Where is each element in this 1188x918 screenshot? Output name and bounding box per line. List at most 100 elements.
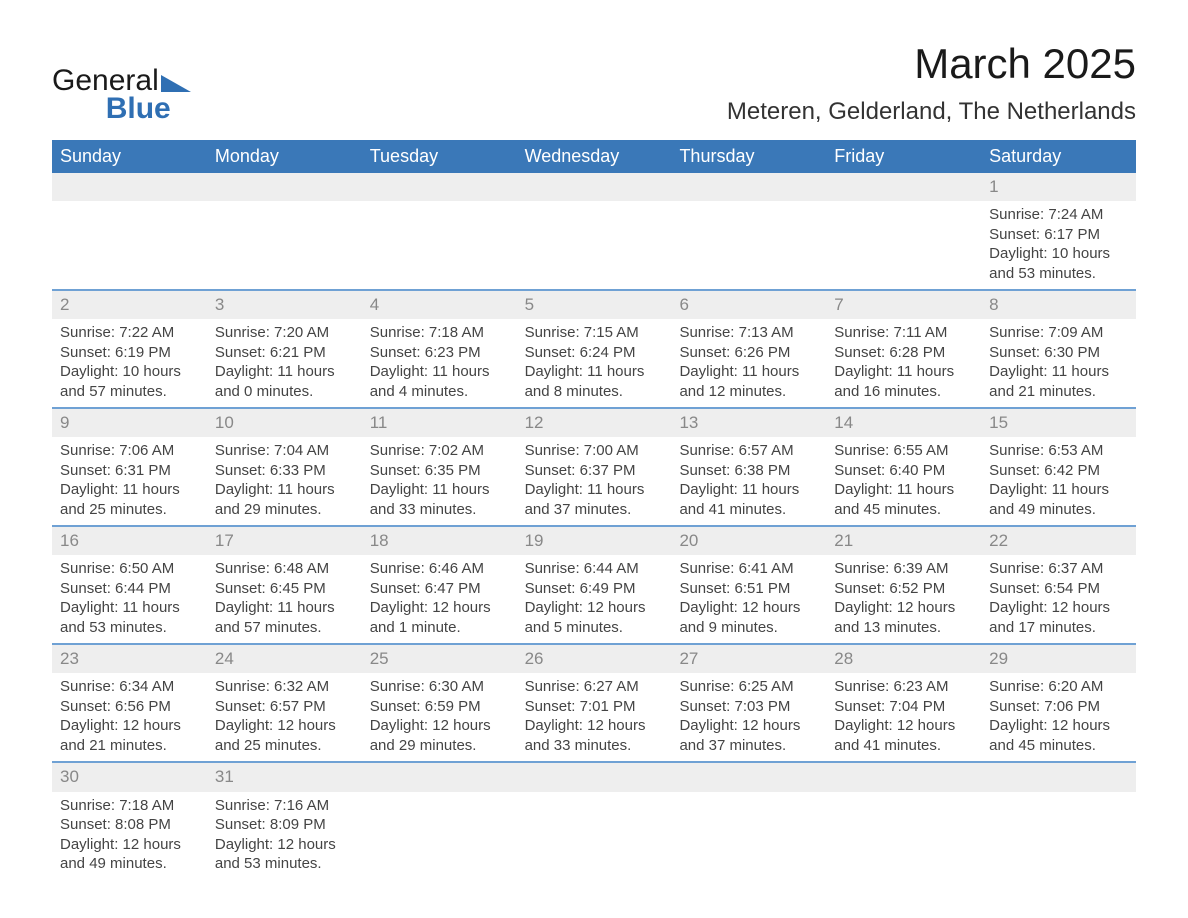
- daylight-text: Daylight: 11 hours and 8 minutes.: [525, 362, 664, 401]
- daylight-text: Daylight: 11 hours and 37 minutes.: [525, 480, 664, 519]
- sunset-text: Sunset: 6:19 PM: [60, 343, 199, 363]
- calendar-cell: 7Sunrise: 7:11 AMSunset: 6:28 PMDaylight…: [826, 291, 981, 407]
- sunrise-text: Sunrise: 7:22 AM: [60, 323, 199, 343]
- calendar-cell: 18Sunrise: 6:46 AMSunset: 6:47 PMDayligh…: [362, 527, 517, 643]
- calendar-cell: 6Sunrise: 7:13 AMSunset: 6:26 PMDaylight…: [671, 291, 826, 407]
- day-number: 10: [207, 409, 362, 437]
- daylight-text: Daylight: 11 hours and 25 minutes.: [60, 480, 199, 519]
- sunset-text: Sunset: 8:08 PM: [60, 815, 199, 835]
- calendar-cell: 4Sunrise: 7:18 AMSunset: 6:23 PMDaylight…: [362, 291, 517, 407]
- sunset-text: Sunset: 6:35 PM: [370, 461, 509, 481]
- daylight-text: Daylight: 10 hours and 53 minutes.: [989, 244, 1128, 283]
- day-header-cell: Saturday: [981, 140, 1136, 173]
- calendar-cell: 16 Sunrise: 6:50 AMSunset: 6:44 PMDayligh…: [52, 527, 207, 643]
- sunrise-text: Sunrise: 7:24 AM: [989, 205, 1128, 225]
- day-number: 2: [52, 291, 207, 319]
- sunset-text: Sunset: 7:01 PM: [525, 697, 664, 717]
- sunrise-text: Sunrise: 7:18 AM: [60, 796, 199, 816]
- calendar-cell-empty: [362, 763, 517, 879]
- week-row: 16Sunrise: 6:50 AMSunset: 6:44 PMDayligh…: [52, 527, 1136, 645]
- calendar-cell-empty: [517, 763, 672, 879]
- daylight-text: Daylight: 11 hours and 33 minutes.: [370, 480, 509, 519]
- calendar-cell: 21Sunrise: 6:39 AMSunset: 6:52 PMDayligh…: [826, 527, 981, 643]
- sunrise-text: Sunrise: 7:04 AM: [215, 441, 354, 461]
- day-number: 9: [52, 409, 207, 437]
- title-block: March 2025 Meteren, Gelderland, The Neth…: [727, 40, 1136, 126]
- day-number: 8: [981, 291, 1136, 319]
- sunset-text: Sunset: 6:45 PM: [215, 579, 354, 599]
- daylight-text: Daylight: 12 hours and 17 minutes.: [989, 598, 1128, 637]
- day-number: 14: [826, 409, 981, 437]
- sunset-text: Sunset: 8:09 PM: [215, 815, 354, 835]
- month-title: March 2025: [727, 40, 1136, 88]
- daylight-text: Daylight: 11 hours and 29 minutes.: [215, 480, 354, 519]
- sunrise-text: Sunrise: 6:34 AM: [60, 677, 199, 697]
- day-number: [981, 763, 1136, 791]
- sunset-text: Sunset: 6:44 PM: [60, 579, 199, 599]
- day-number: [671, 763, 826, 791]
- day-number: 5: [517, 291, 672, 319]
- week-row: 23Sunrise: 6:34 AMSunset: 6:56 PMDayligh…: [52, 645, 1136, 763]
- sunrise-text: Sunrise: 6:39 AM: [834, 559, 973, 579]
- day-header-cell: Thursday: [671, 140, 826, 173]
- daylight-text: Daylight: 11 hours and 4 minutes.: [370, 362, 509, 401]
- sunrise-text: Sunrise: 7:15 AM: [525, 323, 664, 343]
- day-number: 18: [362, 527, 517, 555]
- weeks-container: 1Sunrise: 7:24 AMSunset: 6:17 PMDaylight…: [52, 173, 1136, 880]
- daylight-text: Daylight: 12 hours and 5 minutes.: [525, 598, 664, 637]
- sunrise-text: Sunrise: 7:11 AM: [834, 323, 973, 343]
- calendar-cell: 3Sunrise: 7:20 AMSunset: 6:21 PMDaylight…: [207, 291, 362, 407]
- calendar-cell-empty: [826, 763, 981, 879]
- day-number: 4: [362, 291, 517, 319]
- daylight-text: Daylight: 12 hours and 45 minutes.: [989, 716, 1128, 755]
- sunrise-text: Sunrise: 7:20 AM: [215, 323, 354, 343]
- day-number: 16: [52, 527, 207, 555]
- day-number: [362, 173, 517, 201]
- calendar-cell: 15Sunrise: 6:53 AMSunset: 6:42 PMDayligh…: [981, 409, 1136, 525]
- calendar-cell: 2Sunrise: 7:22 AMSunset: 6:19 PMDaylight…: [52, 291, 207, 407]
- sunset-text: Sunset: 7:06 PM: [989, 697, 1128, 717]
- week-row: 9Sunrise: 7:06 AMSunset: 6:31 PMDaylight…: [52, 409, 1136, 527]
- sunset-text: Sunset: 7:03 PM: [679, 697, 818, 717]
- daylight-text: Daylight: 12 hours and 13 minutes.: [834, 598, 973, 637]
- sunset-text: Sunset: 6:21 PM: [215, 343, 354, 363]
- sunset-text: Sunset: 6:24 PM: [525, 343, 664, 363]
- calendar-cell: 10Sunrise: 7:04 AMSunset: 6:33 PMDayligh…: [207, 409, 362, 525]
- sunrise-text: Sunrise: 6:50 AM: [60, 559, 199, 579]
- day-number: 24: [207, 645, 362, 673]
- sunset-text: Sunset: 6:31 PM: [60, 461, 199, 481]
- calendar-cell: 17Sunrise: 6:48 AMSunset: 6:45 PMDayligh…: [207, 527, 362, 643]
- location-text: Meteren, Gelderland, The Netherlands: [727, 98, 1136, 126]
- calendar-cell-empty: [52, 173, 207, 289]
- day-header-cell: Friday: [826, 140, 981, 173]
- sunset-text: Sunset: 6:54 PM: [989, 579, 1128, 599]
- week-row: 30Sunrise: 7:18 AMSunset: 8:08 PMDayligh…: [52, 763, 1136, 879]
- calendar-cell: 14Sunrise: 6:55 AMSunset: 6:40 PMDayligh…: [826, 409, 981, 525]
- sunset-text: Sunset: 6:37 PM: [525, 461, 664, 481]
- calendar-cell: 23Sunrise: 6:34 AMSunset: 6:56 PMDayligh…: [52, 645, 207, 761]
- calendar-cell: 24Sunrise: 6:32 AMSunset: 6:57 PMDayligh…: [207, 645, 362, 761]
- day-number: [671, 173, 826, 201]
- calendar-cell-empty: [981, 763, 1136, 879]
- calendar-cell: 19Sunrise: 6:44 AMSunset: 6:49 PMDayligh…: [517, 527, 672, 643]
- calendar: SundayMondayTuesdayWednesdayThursdayFrid…: [52, 140, 1136, 880]
- sunset-text: Sunset: 6:52 PM: [834, 579, 973, 599]
- daylight-text: Daylight: 11 hours and 16 minutes.: [834, 362, 973, 401]
- calendar-cell: 1Sunrise: 7:24 AMSunset: 6:17 PMDaylight…: [981, 173, 1136, 289]
- sunset-text: Sunset: 6:17 PM: [989, 225, 1128, 245]
- day-number: 20: [671, 527, 826, 555]
- day-number: [826, 763, 981, 791]
- calendar-cell-empty: [517, 173, 672, 289]
- calendar-cell-empty: [671, 173, 826, 289]
- sunset-text: Sunset: 6:23 PM: [370, 343, 509, 363]
- calendar-cell: 30Sunrise: 7:18 AMSunset: 8:08 PMDayligh…: [52, 763, 207, 879]
- daylight-text: Daylight: 11 hours and 53 minutes.: [60, 598, 199, 637]
- daylight-text: Daylight: 11 hours and 12 minutes.: [679, 362, 818, 401]
- day-number: [517, 763, 672, 791]
- day-number: [207, 173, 362, 201]
- sunrise-text: Sunrise: 6:37 AM: [989, 559, 1128, 579]
- day-number: 12: [517, 409, 672, 437]
- sunrise-text: Sunrise: 6:53 AM: [989, 441, 1128, 461]
- day-number: 13: [671, 409, 826, 437]
- day-number: 27: [671, 645, 826, 673]
